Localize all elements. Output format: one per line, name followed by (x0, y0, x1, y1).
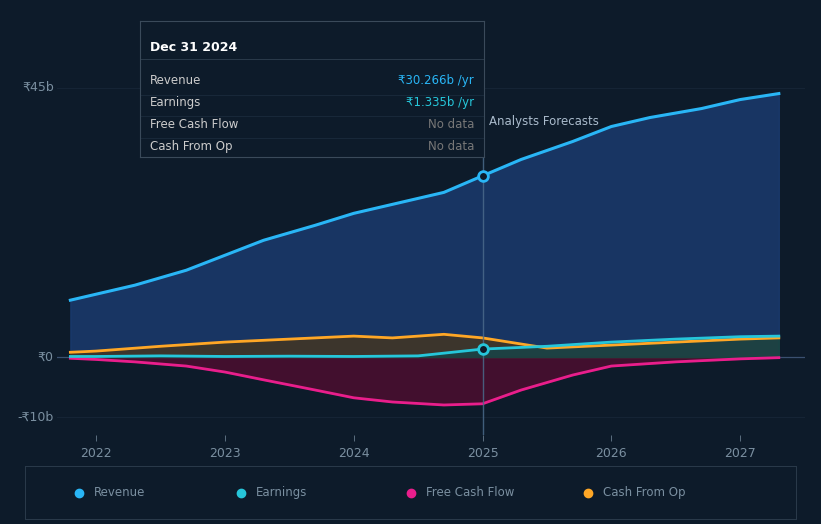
Text: Earnings: Earnings (256, 486, 308, 499)
Text: Dec 31 2024: Dec 31 2024 (150, 41, 237, 54)
Text: ₹45b: ₹45b (22, 81, 53, 94)
Text: Cash From Op: Cash From Op (603, 486, 686, 499)
Text: -₹10b: -₹10b (17, 410, 53, 423)
Text: Free Cash Flow: Free Cash Flow (426, 486, 514, 499)
Text: Earnings: Earnings (150, 96, 201, 109)
Text: Revenue: Revenue (94, 486, 145, 499)
Text: ₹30.266b /yr: ₹30.266b /yr (398, 74, 474, 88)
Text: Free Cash Flow: Free Cash Flow (150, 118, 238, 131)
Text: No data: No data (428, 140, 474, 153)
Text: Revenue: Revenue (150, 74, 201, 88)
Text: Analysts Forecasts: Analysts Forecasts (489, 115, 599, 128)
Text: No data: No data (428, 118, 474, 131)
Text: Past: Past (452, 115, 476, 128)
Text: Cash From Op: Cash From Op (150, 140, 232, 153)
Text: ₹1.335b /yr: ₹1.335b /yr (406, 96, 474, 109)
Text: ₹0: ₹0 (38, 351, 53, 364)
